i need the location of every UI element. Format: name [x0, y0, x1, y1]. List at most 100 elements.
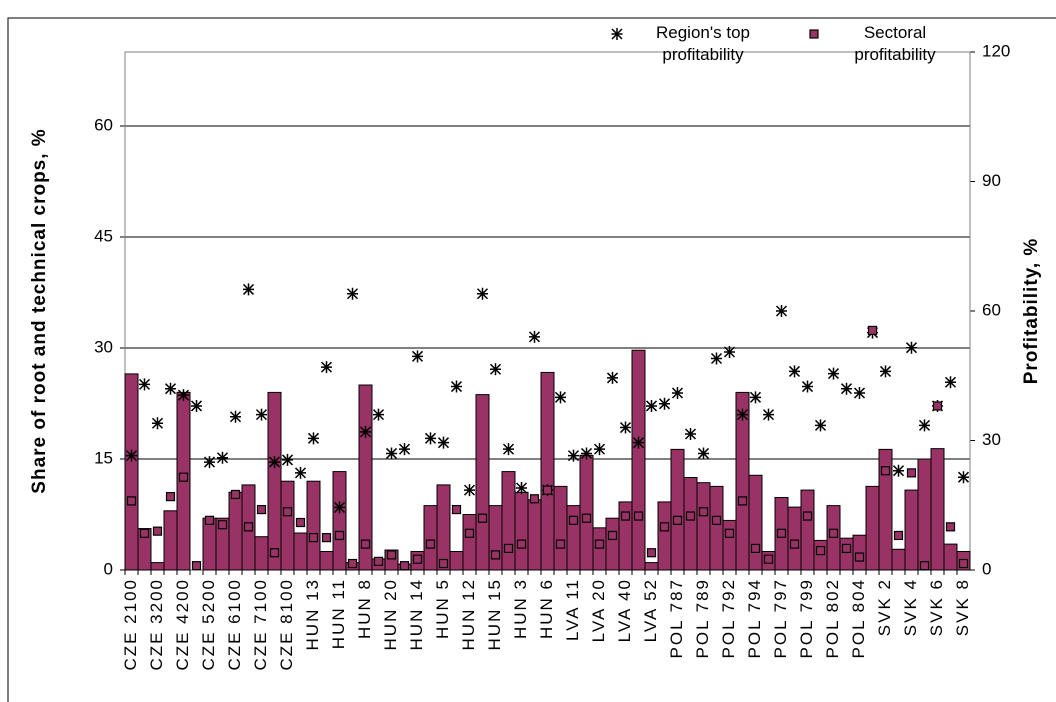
square-point [217, 520, 228, 530]
star-point [307, 432, 320, 445]
bar [839, 537, 854, 571]
star-point [710, 352, 723, 365]
bar [592, 527, 607, 571]
bar [293, 532, 308, 571]
square-point [152, 526, 163, 536]
y-tick-label: 15 [94, 448, 113, 467]
square-point [932, 401, 943, 411]
legend-label: Region's top profitability [656, 23, 750, 64]
bar [813, 539, 828, 571]
bar [943, 543, 958, 571]
star-point [736, 408, 749, 421]
bar [631, 349, 646, 571]
x-tick-label: HUN 15 [485, 578, 504, 650]
square-point [594, 539, 605, 549]
x-tick-label: POL 787 [667, 578, 686, 658]
bar [436, 484, 451, 571]
star-point [502, 443, 515, 456]
bar [657, 501, 672, 571]
star-point [398, 443, 411, 456]
star-point [879, 365, 892, 378]
x-tick-label: POL 792 [719, 578, 738, 658]
star-point [411, 350, 424, 363]
star-point [151, 417, 164, 430]
x-tick-label: POL 794 [745, 578, 764, 658]
y-tick-label: 0 [104, 559, 113, 578]
square-point [659, 522, 670, 532]
bar [462, 514, 477, 571]
star-point [567, 449, 580, 462]
square-point [464, 528, 475, 538]
bar [891, 548, 906, 571]
star-point [827, 367, 840, 380]
square-point [243, 522, 254, 532]
square-point [906, 468, 917, 478]
x-tick-label: HUN 12 [459, 578, 478, 650]
bar [696, 482, 711, 571]
square-point [633, 511, 644, 521]
x-tick-label: POL 802 [823, 578, 842, 658]
square-point [867, 325, 878, 336]
star-point [515, 481, 528, 494]
square-point [841, 543, 852, 554]
y-axis-title: Share of root and technical crops, % [29, 128, 50, 493]
bar [709, 485, 724, 571]
star-point [450, 380, 463, 393]
bar [540, 371, 555, 571]
x-tick-label: LVA 20 [589, 578, 608, 642]
bar [800, 489, 815, 571]
square-point [334, 530, 345, 541]
square-point [893, 530, 904, 541]
bar [254, 536, 269, 571]
square-point [451, 504, 462, 515]
bar [605, 517, 620, 571]
square-point [763, 554, 774, 564]
square-point [828, 528, 839, 538]
bar [488, 505, 503, 571]
star-point [177, 389, 190, 402]
star-point [372, 408, 385, 421]
x-tick-label: HUN 13 [303, 578, 322, 650]
bar [202, 517, 217, 571]
square-point [139, 528, 150, 538]
x-tick-label: HUN 11 [329, 578, 348, 649]
x-tick-label: POL 789 [693, 578, 712, 658]
frame [7, 17, 1056, 702]
square-point [711, 515, 722, 525]
legend-marker [809, 29, 819, 39]
star-point [723, 346, 736, 359]
square-point [230, 489, 241, 500]
x-tick-label: POL 804 [849, 578, 868, 658]
star-point [918, 419, 931, 432]
star-point [333, 501, 346, 514]
square-point [685, 511, 696, 521]
square-point [698, 507, 709, 517]
square-point [815, 545, 826, 556]
bar [319, 551, 334, 571]
square-point [256, 504, 267, 515]
star-point [294, 466, 307, 479]
x-tick-label: CZE 4200 [173, 578, 192, 671]
square-point [126, 496, 137, 506]
star-point [840, 382, 853, 395]
star-point [229, 410, 242, 423]
x-tick-label: SVK 6 [927, 578, 946, 636]
y-tick-label: 30 [94, 337, 113, 356]
star-point [580, 447, 593, 460]
x-tick-label: CZE 5200 [199, 578, 218, 671]
y2-axis-title: Profitability, % [1021, 238, 1042, 385]
star-point [203, 456, 216, 469]
x-tick-label: CZE 7100 [251, 578, 270, 671]
square-point [737, 496, 748, 506]
x-tick-label: CZE 6100 [225, 578, 244, 671]
bar [917, 458, 932, 571]
square-point [776, 528, 787, 538]
x-tick-label: LVA 40 [615, 578, 634, 642]
legend-marker [611, 28, 623, 40]
star-point [762, 408, 775, 421]
legend-label: Sectoral profitability [854, 23, 936, 64]
star-point [489, 363, 502, 376]
square-point [295, 517, 306, 528]
